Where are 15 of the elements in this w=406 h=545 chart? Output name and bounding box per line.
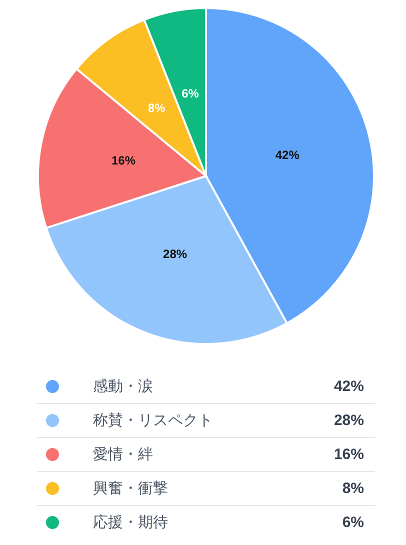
data-label: 8% (148, 101, 166, 116)
legend-label: 称賛・リスペクト (93, 411, 214, 430)
legend-label: 愛情・絆 (93, 445, 154, 464)
data-label: 16% (111, 153, 136, 168)
legend-label: 応援・期待 (93, 513, 169, 532)
text: 42% (334, 378, 364, 395)
data-label: 6% (182, 86, 200, 100)
text: 8% (342, 480, 364, 497)
legend-label: 感動・涙 (93, 377, 154, 396)
data-label: 28% (163, 247, 188, 262)
legend-label: 興奮・衝撃 (93, 479, 169, 498)
text: 28% (334, 412, 364, 429)
text: 16% (334, 446, 364, 463)
data-label: 42% (275, 148, 300, 162)
text: 6% (342, 514, 364, 531)
